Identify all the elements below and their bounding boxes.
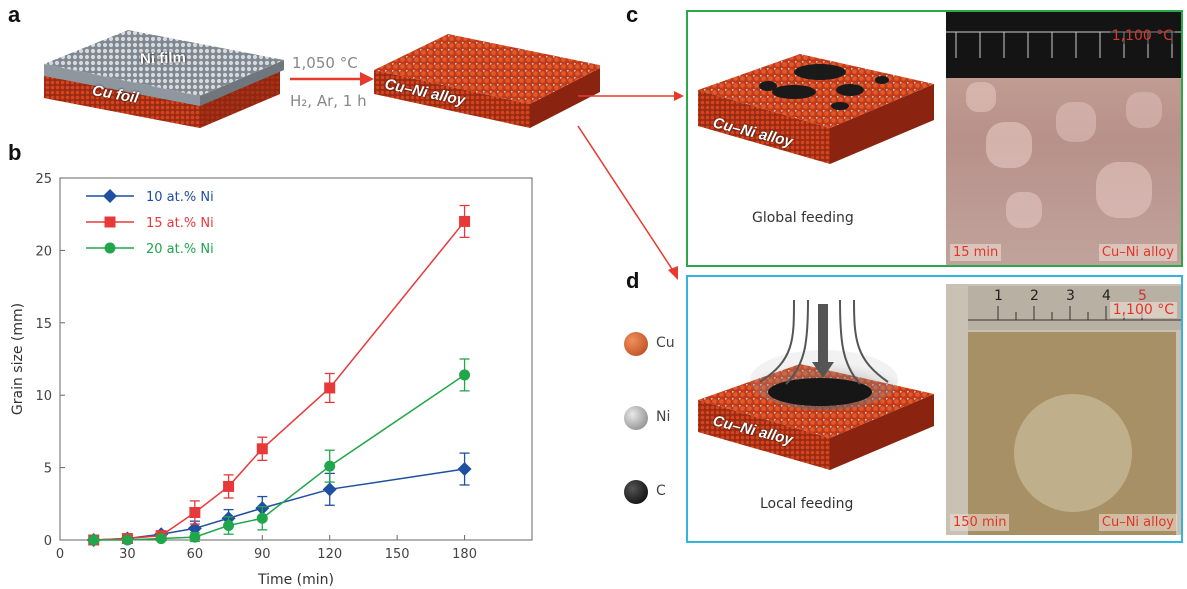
nozzle-stem <box>818 304 828 364</box>
ruler-tick-5: 5 <box>1138 288 1147 304</box>
gas-flow-lines <box>759 300 889 385</box>
data-point <box>324 460 336 472</box>
y-axis-label: Grain size (mm) <box>10 303 26 415</box>
x-tick-label: 120 <box>317 547 342 562</box>
graphene-islands <box>759 64 889 110</box>
graphene-grain-d <box>768 378 872 406</box>
anneal-temperature: 1,050 °C <box>292 54 358 72</box>
x-tick-label: 180 <box>452 547 477 562</box>
photo-d-time: 150 min <box>950 514 1010 531</box>
series-circle <box>88 358 471 546</box>
data-point <box>223 480 235 492</box>
ni-atom-icon <box>624 406 648 430</box>
y-tick-label: 15 <box>35 317 52 332</box>
data-point <box>322 482 337 497</box>
data-point <box>459 215 471 227</box>
ruler-tick-1: 1 <box>994 288 1003 304</box>
y-tick-label: 5 <box>44 462 52 477</box>
panel-c-slab <box>698 54 934 164</box>
data-point <box>256 443 268 455</box>
data-point <box>324 382 336 394</box>
series-line <box>93 220 466 541</box>
cu-atom-label: Cu <box>656 335 675 351</box>
x-tick-label: 60 <box>187 547 204 562</box>
local-feeding-caption: Local feeding <box>760 496 854 512</box>
data-point <box>457 462 472 477</box>
panel-letter-d: d <box>626 268 640 293</box>
ruler-c <box>946 12 1181 78</box>
anneal-conditions: H₂, Ar, 1 h <box>290 92 367 110</box>
data-point <box>189 506 201 518</box>
photo-d-temperature: 1,100 °C <box>1109 302 1177 318</box>
data-point <box>459 369 471 381</box>
photo-d-material: Cu–Ni alloy <box>1098 514 1177 531</box>
chart-legend: 10 at.% Ni 15 at.% Ni 20 at.% Ni <box>86 189 214 257</box>
panel-a-to-c-d-arrows <box>577 91 684 280</box>
x-tick-label: 90 <box>254 547 271 562</box>
y-tick-label: 10 <box>35 389 52 404</box>
atom-legend: Cu Ni C <box>624 332 684 532</box>
ruler-tick-4: 4 <box>1102 288 1111 304</box>
panel-d-photo: 1 2 3 4 5 1,100 °C 150 min Cu–Ni alloy <box>946 284 1181 535</box>
cu-atom-icon <box>624 332 648 356</box>
x-axis-label: Time (min) <box>257 572 334 588</box>
panel-letter-a: a <box>8 2 21 27</box>
data-point <box>223 520 235 532</box>
panel-a-illustration <box>44 30 600 128</box>
panel-letter-b: b <box>8 140 22 165</box>
data-point <box>104 242 116 254</box>
panel-d-slab <box>698 300 934 470</box>
panel-d-frame <box>686 275 1183 543</box>
photo-c-time: 15 min <box>950 244 1002 261</box>
series-line <box>93 374 465 541</box>
cu-ni-alloy-slab-a <box>374 34 600 128</box>
data-point <box>187 521 202 536</box>
ruler-d: 1 2 3 4 5 <box>968 286 1181 330</box>
data-point <box>189 531 201 543</box>
grain-size-chart: 0 30 60 90 120 150 180 0 5 10 15 20 25 Time (min) Gr… <box>10 172 533 588</box>
plot-frame <box>59 177 533 541</box>
c-atom-label: C <box>656 483 666 499</box>
x-tick-label: 30 <box>119 547 136 562</box>
data-point <box>104 216 116 228</box>
legend-label: 20 at.% Ni <box>146 242 214 257</box>
cu-ni-bilayer-slab <box>44 30 284 128</box>
single-crystal-graphene <box>1014 394 1132 512</box>
series-diamond <box>86 452 472 547</box>
data-point <box>121 534 133 546</box>
ni-atom-label: Ni <box>656 409 671 425</box>
data-point <box>155 533 167 545</box>
panel-c-frame <box>686 10 1183 267</box>
global-feeding-caption: Global feeding <box>752 210 854 226</box>
photo-c-material: Cu–Ni alloy <box>1098 244 1177 261</box>
x-tick-label: 150 <box>385 547 410 562</box>
c-atom-icon <box>624 480 648 504</box>
ruler-tick-2: 2 <box>1030 288 1039 304</box>
legend-label: 10 at.% Ni <box>146 190 214 205</box>
legend-label: 15 at.% Ni <box>146 216 214 231</box>
anneal-arrow <box>290 72 374 86</box>
photo-c-temperature: 1,100 °C <box>1109 28 1175 44</box>
y-tick-label: 25 <box>35 172 52 187</box>
data-point <box>103 189 117 203</box>
data-point <box>256 512 268 524</box>
nozzle-arrow <box>812 362 834 378</box>
panel-c-photo: 1,100 °C 15 min Cu–Ni alloy <box>946 12 1181 265</box>
panel-letter-c: c <box>626 2 639 27</box>
y-tick-label: 20 <box>35 244 52 259</box>
y-tick-label: 0 <box>44 534 52 549</box>
ni-film-label: Ni film <box>139 49 187 68</box>
x-tick-label: 0 <box>56 547 64 562</box>
ruler-tick-3: 3 <box>1066 288 1075 304</box>
data-point <box>88 534 100 546</box>
